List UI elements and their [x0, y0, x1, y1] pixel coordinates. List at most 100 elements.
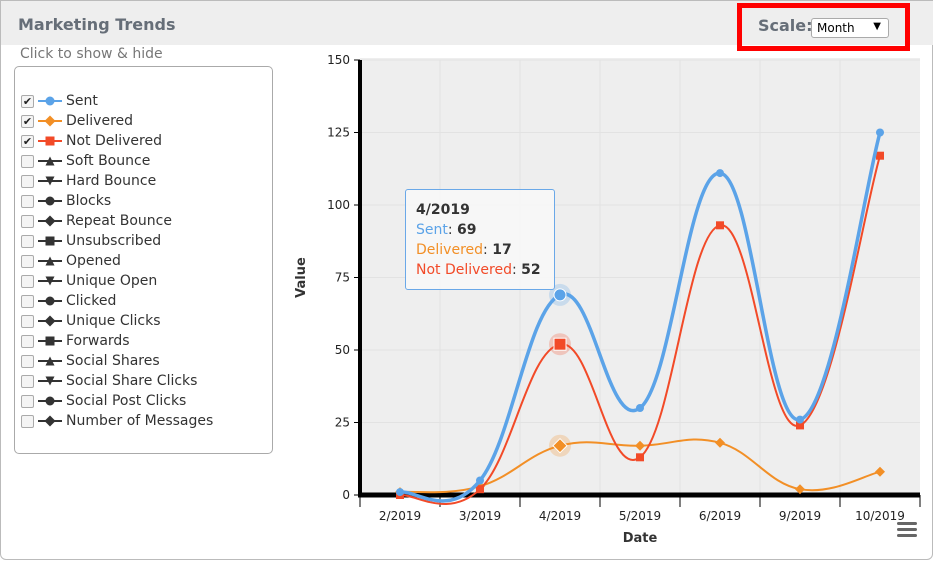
checkbox[interactable]: ✔: [21, 134, 34, 148]
tooltip-value: 52: [521, 262, 541, 278]
data-point[interactable]: [796, 421, 804, 430]
legend-item-not-delivered[interactable]: ✔ Not Delivered: [15, 131, 272, 151]
checkbox[interactable]: [21, 294, 34, 308]
triangle-marker-icon: [38, 156, 62, 166]
x-tick-label: 2/2019: [379, 509, 421, 523]
data-point[interactable]: [552, 437, 568, 454]
checkbox[interactable]: [21, 214, 34, 228]
square-marker-icon: [38, 136, 62, 146]
tooltip-label: Delivered: [416, 242, 484, 258]
legend-item-repeat-bounce[interactable]: Repeat Bounce: [15, 211, 272, 231]
triangle-down-marker-icon: [38, 376, 62, 386]
legend-label: Repeat Bounce: [66, 213, 172, 229]
series-line-sent: [399, 132, 882, 503]
series-line-not-delivered: [399, 155, 881, 505]
checkbox[interactable]: [21, 374, 34, 388]
y-tick-label: 50: [335, 343, 350, 357]
data-point[interactable]: [796, 415, 804, 424]
legend-label: Unsubscribed: [66, 233, 162, 249]
legend-label: Hard Bounce: [66, 173, 157, 189]
checkbox[interactable]: [21, 314, 34, 328]
checkbox[interactable]: ✔: [21, 114, 34, 128]
legend-item-forwards[interactable]: Forwards: [15, 331, 272, 351]
page-title: Marketing Trends: [18, 15, 176, 34]
legend-label: Clicked: [66, 293, 117, 309]
diamond-marker-icon: [38, 415, 62, 427]
data-point[interactable]: [876, 128, 884, 137]
diamond-marker-icon: [38, 215, 62, 227]
legend-item-opened[interactable]: Opened: [15, 251, 272, 271]
legend-item-social-share-clicks[interactable]: Social Share Clicks: [15, 371, 272, 391]
tooltip-value: 69: [457, 222, 477, 238]
checkbox[interactable]: [21, 154, 34, 168]
legend-item-blocks[interactable]: Blocks: [15, 191, 272, 211]
legend-item-delivered[interactable]: ✔ Delivered: [15, 111, 272, 131]
scale-select[interactable]: Month ▼: [811, 18, 889, 38]
legend-item-number-of-messages[interactable]: Number of Messages: [15, 411, 272, 431]
checkbox[interactable]: [21, 194, 34, 208]
legend-item-hard-bounce[interactable]: Hard Bounce: [15, 171, 272, 191]
x-tick-label: 4/2019: [539, 509, 581, 523]
y-tick-label: 150: [327, 53, 350, 67]
legend-label: Social Share Clicks: [66, 373, 198, 389]
data-point[interactable]: [635, 440, 645, 451]
checkbox[interactable]: [21, 274, 34, 288]
legend-item-soft-bounce[interactable]: Soft Bounce: [15, 151, 272, 171]
legend-label: Not Delivered: [66, 133, 162, 149]
data-point[interactable]: [876, 151, 884, 160]
checkbox[interactable]: [21, 254, 34, 268]
checkbox[interactable]: [21, 234, 34, 248]
legend-item-social-shares[interactable]: Social Shares: [15, 351, 272, 371]
y-tick-label: 75: [335, 271, 350, 285]
tooltip-row: Not Delivered: 52: [416, 262, 541, 278]
legend-item-clicked[interactable]: Clicked: [15, 291, 272, 311]
series-legend: ✔ Sent ✔ Delivered ✔ Not Delivered Soft Bounce…: [14, 66, 273, 454]
data-point[interactable]: [716, 169, 724, 178]
tooltip-label: Sent: [416, 222, 448, 238]
data-point[interactable]: [715, 437, 725, 448]
legend-label: Sent: [66, 93, 98, 109]
checkbox[interactable]: [21, 174, 34, 188]
data-point[interactable]: [553, 337, 567, 351]
circle-marker-icon: [38, 196, 62, 206]
legend-label: Delivered: [66, 113, 134, 129]
data-point[interactable]: [716, 221, 724, 230]
x-tick-label: 9/2019: [779, 509, 821, 523]
legend-label: Number of Messages: [66, 413, 214, 429]
chart-menu-icon[interactable]: [897, 522, 917, 540]
y-tick-label: 125: [327, 126, 350, 140]
square-marker-icon: [38, 236, 62, 246]
data-point[interactable]: [795, 484, 805, 495]
data-point[interactable]: [476, 485, 484, 494]
legend-label: Forwards: [66, 333, 130, 349]
checkbox[interactable]: [21, 414, 34, 428]
diamond-marker-icon: [38, 115, 62, 127]
legend-item-unique-open[interactable]: Unique Open: [15, 271, 272, 291]
trend-chart: 0 25 50 75 100 125 150 2/2019 3/2019 4/2019 5/2019…: [294, 53, 921, 546]
data-point[interactable]: [476, 476, 484, 485]
x-tick-label: 3/2019: [459, 509, 501, 523]
tooltip-row: Sent: 69: [416, 222, 477, 238]
circle-marker-icon: [38, 96, 62, 106]
triangle-marker-icon: [38, 256, 62, 266]
legend-item-social-post-clicks[interactable]: Social Post Clicks: [15, 391, 272, 411]
triangle-down-marker-icon: [38, 276, 62, 286]
legend-label: Unique Clicks: [66, 313, 161, 329]
checkbox[interactable]: [21, 334, 34, 348]
legend-label: Opened: [66, 253, 121, 269]
checkbox[interactable]: [21, 394, 34, 408]
data-point[interactable]: [636, 453, 644, 462]
legend-item-unique-clicks[interactable]: Unique Clicks: [15, 311, 272, 331]
data-point[interactable]: [553, 288, 567, 302]
panel-header: [1, 1, 933, 45]
legend-item-sent[interactable]: ✔ Sent: [15, 91, 272, 111]
checkbox[interactable]: ✔: [21, 94, 34, 108]
data-point[interactable]: [636, 404, 644, 412]
tooltip-title: 4/2019: [416, 202, 470, 218]
data-point[interactable]: [396, 488, 404, 497]
checkbox[interactable]: [21, 354, 34, 368]
legend-item-unsubscribed[interactable]: Unsubscribed: [15, 231, 272, 251]
data-point[interactable]: [875, 466, 885, 477]
legend-label: Social Shares: [66, 353, 160, 369]
